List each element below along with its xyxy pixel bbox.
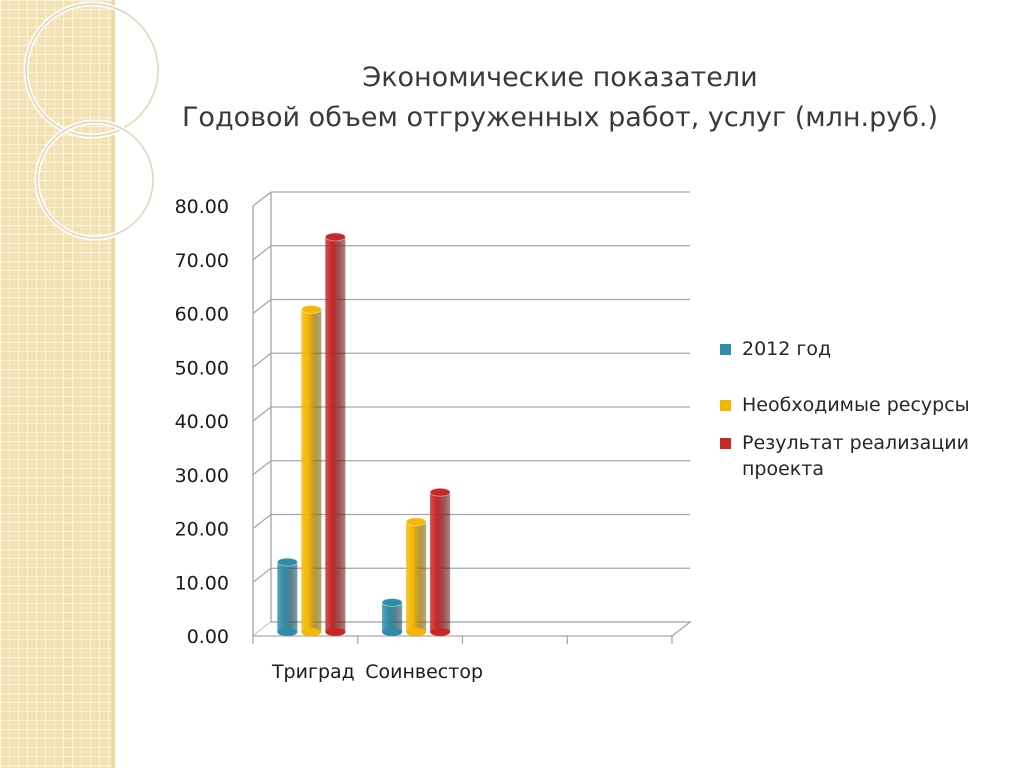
decorative-rings: [23, 1, 161, 241]
gridline-diagonal: [252, 352, 272, 368]
bar-body-Необходимые ресурсы: [406, 521, 427, 632]
bar-base: [382, 628, 403, 636]
bar-base: [430, 628, 451, 636]
bar-base: [406, 628, 427, 636]
bar-tint: [406, 521, 427, 632]
bar-tint: [301, 309, 322, 632]
bar-cap: [324, 232, 346, 242]
gridline-diagonal: [252, 513, 272, 530]
legend-swatch: [720, 344, 731, 355]
title-line-1: Экономические показатели: [362, 62, 758, 93]
legend-item: Результат реализации проекта: [720, 430, 1010, 482]
y-tick-label: 80.00: [175, 196, 229, 218]
y-tick-label: 40.00: [175, 411, 229, 433]
bar-cap: [405, 517, 427, 527]
bar-body-Необходимые ресурсы: [301, 309, 322, 632]
legend-item: 2012 год: [720, 336, 1010, 362]
legend-item: Необходимые ресурсы: [720, 392, 1010, 418]
chart-legend: 2012 год Необходимые ресурсы Результат реа…: [720, 336, 1010, 494]
gridline-diagonal: [252, 245, 272, 261]
bar-base: [277, 628, 298, 636]
legend-swatch: [720, 438, 731, 449]
bar-tint: [325, 236, 346, 632]
gridline-diagonal: [252, 191, 272, 207]
bar-base: [301, 628, 322, 636]
bar-tint: [277, 562, 298, 632]
y-tick-label: 10.00: [175, 572, 229, 594]
bar-cap: [429, 487, 451, 497]
y-tick-label: 20.00: [175, 519, 229, 541]
bar-cap: [276, 557, 298, 567]
gridline-diagonal: [252, 298, 272, 315]
y-tick-label: 60.00: [175, 304, 229, 326]
bar-cap: [381, 597, 403, 607]
bar-tint: [382, 602, 403, 632]
bar-body-Результат реализации проекта: [430, 492, 451, 632]
bar-base: [325, 628, 346, 636]
title-line-2: Годовой объем отгруженных работ, услуг (…: [181, 102, 939, 133]
bar-cap: [300, 305, 322, 314]
bar-body-Результат реализации проекта: [325, 236, 346, 632]
bar-body-2012 год: [382, 602, 403, 632]
gridline-diagonal: [252, 406, 272, 422]
legend-label: Результат реализации проекта: [742, 432, 969, 480]
bar-tint: [430, 492, 451, 632]
gridline-diagonal: [252, 567, 272, 583]
legend-label: Необходимые ресурсы: [742, 394, 970, 416]
gridline-diagonal: [252, 460, 272, 476]
legend-label: 2012 год: [742, 338, 832, 360]
y-tick-label: 0.00: [187, 626, 229, 648]
x-category-label: Триград: [271, 661, 355, 683]
y-tick-label: 30.00: [175, 465, 229, 487]
x-category-label: Соинвестор: [365, 661, 483, 683]
y-tick-label: 50.00: [175, 357, 229, 379]
bar-body-2012 год: [277, 562, 298, 632]
legend-swatch: [720, 400, 731, 411]
y-tick-label: 70.00: [175, 250, 229, 272]
slide-title: Экономические показатели Годовой объем о…: [120, 58, 1000, 138]
